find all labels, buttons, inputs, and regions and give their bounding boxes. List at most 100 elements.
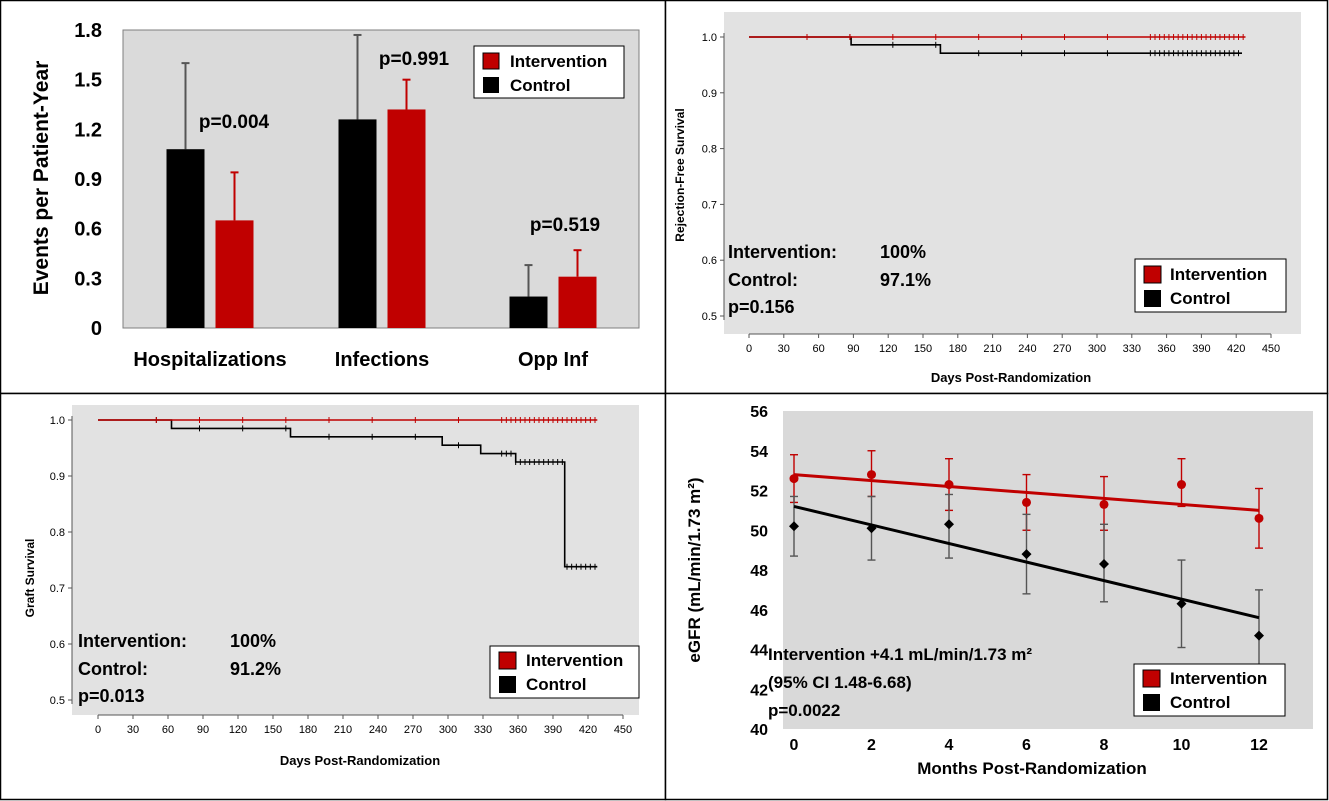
y-tick-label: 0.6 — [50, 639, 65, 651]
y-tick-label: 56 — [750, 404, 768, 421]
legend-swatch-control — [499, 676, 516, 693]
x-tick-label: 360 — [1157, 343, 1175, 355]
y-tick-label: 50 — [750, 523, 768, 540]
x-tick-label: 390 — [544, 724, 562, 736]
x-tick-label: 90 — [197, 724, 209, 736]
y-tick-label: 0.8 — [702, 144, 717, 156]
x-tick-label: 390 — [1192, 343, 1210, 355]
x-tick-label: 6 — [1022, 737, 1031, 754]
legend-label-intervention: Intervention — [1170, 265, 1267, 284]
y-tick-label: 0.6 — [702, 255, 717, 267]
data-point-intervention — [944, 480, 954, 490]
y-tick-label: 54 — [750, 444, 768, 461]
data-point-control — [1099, 559, 1109, 570]
x-axis-label: Months Post-Randomization — [917, 759, 1146, 778]
data-point-control — [1254, 630, 1264, 641]
bars — [166, 33, 597, 329]
x-tick-label: 150 — [914, 343, 932, 355]
y-tick-label: 48 — [750, 563, 768, 580]
x-axis-label: Days Post-Randomization — [280, 753, 440, 768]
p-value: p=0.0022 — [768, 701, 840, 720]
y-axis-label: Rejection-Free Survival — [673, 108, 687, 241]
legend-swatch-intervention — [498, 651, 517, 670]
x-axis-label: Days Post-Randomization — [931, 370, 1091, 385]
y-axis-label: eGFR (mL/min/1.73 m²) — [685, 477, 704, 662]
data-point-control — [866, 523, 877, 534]
x-tick-label: 330 — [1123, 343, 1141, 355]
x-tick-label: 0 — [790, 737, 799, 754]
x-tick-label: 180 — [949, 343, 967, 355]
series — [789, 450, 1264, 679]
x-tick-label: 450 — [614, 724, 632, 736]
y-tick-label: 0.5 — [50, 695, 65, 707]
stat-value-control: 91.2% — [230, 659, 281, 679]
x-tick-label: 0 — [95, 724, 101, 736]
p-value-annotation: p=0.991 — [379, 49, 450, 70]
y-tick-label: 0.7 — [50, 583, 65, 595]
trend-line-intervention — [793, 473, 1260, 512]
stat-value-intervention: 100% — [880, 242, 926, 262]
p-value: p=0.156 — [728, 297, 795, 317]
x-tick-label: 300 — [1088, 343, 1106, 355]
y-tick-labels: 0 0.3 0.6 0.9 1.2 1.5 1.8 — [74, 20, 102, 340]
y-tick-label: 42 — [750, 682, 768, 699]
legend-label-control: Control — [1170, 289, 1230, 308]
legend: Intervention Control — [489, 645, 640, 699]
data-point-intervention — [1099, 499, 1109, 509]
data-point-control — [1176, 598, 1187, 609]
p-value: p=0.013 — [78, 686, 145, 706]
x-tick-label: 210 — [983, 343, 1001, 355]
x-tick-label: 10 — [1173, 737, 1191, 754]
axes: 0.5 0.6 0.7 0.8 0.9 1.0 0 30 60 90 120 150 180 210 240… — [50, 415, 632, 736]
x-tick-label: 8 — [1100, 737, 1109, 754]
legend-label-control: Control — [526, 675, 586, 694]
events-bar-chart: 0 0.3 0.6 0.9 1.2 1.5 1.8 Hospitalizations Infe… — [30, 20, 640, 371]
legend: Intervention Control — [1133, 663, 1286, 717]
x-tick-label: 270 — [1053, 343, 1071, 355]
x-tick-label: 60 — [812, 343, 824, 355]
y-tick-label: 1.0 — [702, 32, 717, 44]
rejection-free-survival-chart: 0.5 0.6 0.7 0.8 0.9 1.0 0 30 60 90 120 150 180 210 240… — [673, 12, 1301, 385]
category-label: Infections — [335, 349, 429, 371]
data-point-control — [944, 519, 954, 530]
x-tick-label: 450 — [1262, 343, 1280, 355]
legend-label-intervention: Intervention — [1170, 669, 1267, 688]
x-tick-label: 0 — [746, 343, 752, 355]
y-tick-label: 0.6 — [74, 219, 102, 241]
x-tick-label: 4 — [945, 737, 954, 754]
x-tick-label: 30 — [127, 724, 139, 736]
legend-label-control: Control — [1170, 693, 1230, 712]
stat-value-control: 97.1% — [880, 270, 931, 290]
p-value-annotation: p=0.004 — [199, 112, 270, 133]
data-point-intervention — [867, 470, 876, 480]
x-tick-label: 60 — [162, 724, 174, 736]
legend: Intervention Control — [473, 45, 625, 99]
x-tick-label: 180 — [299, 724, 317, 736]
y-tick-label: 1.0 — [50, 415, 65, 427]
graft-survival-chart: 0.5 0.6 0.7 0.8 0.9 1.0 0 30 60 90 120 150 180 210 240… — [23, 405, 640, 768]
data-point-intervention — [1254, 513, 1264, 523]
y-axis-label: Graft Survival — [23, 539, 37, 618]
legend-label-control: Control — [510, 76, 570, 95]
x-tick-label: 120 — [879, 343, 897, 355]
stats-block: Intervention: 100% Control: 91.2% p=0.01… — [78, 631, 281, 706]
p-value-annotations: p=0.004 p=0.991 p=0.519 — [199, 49, 600, 236]
legend-swatch-control — [1143, 694, 1160, 711]
stats-block: Intervention: 100% Control: 97.1% p=0.15… — [728, 242, 931, 317]
x-tick-label: 240 — [1018, 343, 1036, 355]
y-tick-label: 1.2 — [74, 119, 102, 141]
y-tick-label: 46 — [750, 603, 768, 620]
x-tick-label: 210 — [334, 724, 352, 736]
data-point-control — [1021, 549, 1032, 560]
y-axis-label: Events per Patient-Year — [30, 61, 53, 296]
stat-label-control: Control: — [728, 270, 798, 290]
axes: 0.5 0.6 0.7 0.8 0.9 1.0 0 30 60 90 120 150 180 210 240… — [702, 32, 1280, 355]
legend-swatch-intervention — [1142, 669, 1161, 688]
legend: Intervention Control — [1134, 258, 1287, 313]
y-tick-label: 52 — [750, 484, 768, 501]
bar-control — [338, 119, 377, 329]
y-tick-label: 0 — [91, 318, 102, 340]
x-tick-label: 330 — [474, 724, 492, 736]
